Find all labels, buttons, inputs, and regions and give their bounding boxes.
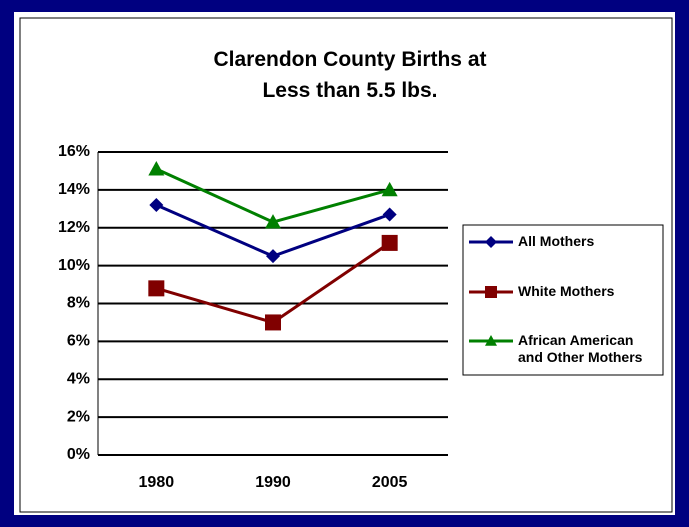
x-tick-label: 1990 <box>255 474 291 491</box>
marker <box>148 161 165 176</box>
legend-label: All Mothers <box>518 233 595 249</box>
legend-box <box>462 224 664 376</box>
marker <box>382 207 397 222</box>
marker <box>149 198 164 213</box>
marker <box>485 286 497 298</box>
y-tick-label: 4% <box>67 370 90 387</box>
legend-label: White Mothers <box>518 283 615 299</box>
x-tick-label: 1980 <box>139 474 175 491</box>
marker <box>148 280 165 297</box>
y-tick-label: 12% <box>58 219 90 236</box>
marker <box>381 181 398 197</box>
y-tick-label: 0% <box>67 446 90 463</box>
y-tick-label: 10% <box>58 257 90 274</box>
marker <box>265 314 281 331</box>
y-tick-label: 6% <box>67 333 90 350</box>
marker <box>381 234 398 251</box>
chart-border <box>19 17 673 513</box>
x-tick-label: 2005 <box>372 474 408 491</box>
marker <box>266 249 280 264</box>
legend-label: African American and Other Mothers <box>518 332 643 365</box>
chart-title: Clarendon County Births at Less than 5.5… <box>213 48 487 102</box>
marker <box>485 236 497 248</box>
y-tick-label: 14% <box>58 181 90 198</box>
series-line <box>155 203 391 258</box>
y-tick-label: 2% <box>67 408 90 425</box>
marker <box>265 214 281 229</box>
y-tick-label: 16% <box>58 143 90 160</box>
marker <box>485 335 497 346</box>
y-tick-label: 8% <box>67 295 90 312</box>
